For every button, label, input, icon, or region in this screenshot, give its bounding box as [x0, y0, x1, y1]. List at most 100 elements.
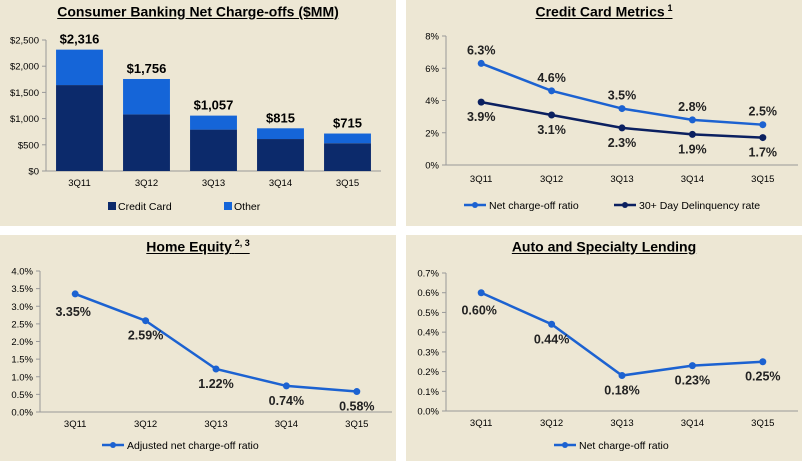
home-y-tick-label: 2.5%	[11, 319, 33, 330]
card-x-tick-label: 3Q11	[470, 174, 493, 185]
home-x-tick-label: 3Q11	[64, 419, 87, 430]
auto-data-point	[618, 372, 626, 380]
card-x-tick-label: 3Q12	[540, 174, 563, 185]
consumer-bar-credit-card	[56, 85, 103, 171]
home-y-tick-label: 1.5%	[11, 355, 33, 366]
home-x-tick-label: 3Q12	[134, 419, 157, 430]
auto-data-point	[759, 358, 767, 366]
consumer-y-tick-label: $0	[28, 167, 39, 178]
home-y-tick-label: 4.0%	[11, 267, 33, 278]
consumer-legend-swatch	[108, 202, 116, 210]
auto-data-point	[548, 320, 556, 328]
auto-data-label: 0.44%	[534, 332, 569, 346]
auto-y-tick-label: 0.2%	[417, 367, 439, 378]
card-y-tick-label: 2%	[425, 128, 439, 139]
home-chart-title: Home Equity 2, 3	[0, 238, 396, 255]
home-y-tick-label: 0.5%	[11, 390, 33, 401]
consumer-total-label: $2,316	[60, 32, 100, 47]
card-data-label: 2.5%	[749, 105, 778, 119]
consumer-total-label: $815	[266, 110, 295, 125]
auto-data-label: 0.23%	[675, 374, 710, 388]
home-data-label: 0.58%	[339, 400, 374, 414]
consumer-total-label: $1,756	[127, 61, 167, 76]
card-data-label: 1.9%	[678, 142, 707, 156]
home-data-point	[71, 290, 79, 298]
card-data-label: 2.3%	[608, 136, 637, 150]
card-chart-svg: 0% 2% 4% 6% 8% 3Q11 3Q12 3Q13 3Q14 3Q15 6.3% 4.6% 3.…	[425, 32, 798, 212]
auto-y-tick-label: 0.6%	[417, 288, 439, 299]
card-y-tick-label: 0%	[425, 161, 439, 172]
auto-chart-panel: Auto and Specialty Lending 0.0% 0.1% 0.2% 0…	[406, 235, 802, 461]
consumer-y-tick-label: $1,000	[10, 114, 39, 125]
home-data-point	[282, 382, 290, 390]
home-y-tick-label: 3.5%	[11, 284, 33, 295]
consumer-x-tick-label: 3Q15	[336, 178, 359, 189]
consumer-total-label: $715	[333, 116, 362, 131]
auto-y-tick-label: 0.1%	[417, 387, 439, 398]
auto-legend-label: Net charge-off ratio	[579, 440, 669, 452]
home-y-tick-label: 2.0%	[11, 337, 33, 348]
auto-x-tick-label: 3Q13	[610, 418, 633, 429]
card-x-tick-label: 3Q13	[610, 174, 633, 185]
consumer-x-tick-label: 3Q14	[269, 178, 292, 189]
consumer-bar-credit-card	[324, 143, 371, 171]
card-x-tick-label: 3Q14	[681, 174, 704, 185]
auto-data-label: 0.60%	[461, 304, 496, 318]
home-data-label: 3.35%	[55, 305, 90, 319]
consumer-total-label: $1,057	[194, 98, 234, 113]
consumer-x-tick-label: 3Q11	[68, 178, 91, 189]
card-data-point	[618, 105, 626, 113]
card-data-point	[618, 124, 626, 132]
home-data-label: 2.59%	[128, 329, 163, 343]
card-legend-label: 30+ Day Delinquency rate	[639, 200, 760, 212]
auto-chart-svg: 0.0% 0.1% 0.2% 0.3% 0.4% 0.5% 0.6% 0.7% 3Q11 3Q12…	[417, 269, 798, 452]
auto-data-point	[477, 289, 485, 297]
auto-y-tick-label: 0.7%	[417, 269, 439, 280]
card-x-tick-label: 3Q15	[751, 174, 774, 185]
consumer-legend-label: Credit Card	[118, 201, 172, 213]
consumer-bar-other	[56, 49, 103, 86]
home-x-tick-label: 3Q14	[275, 419, 298, 430]
card-data-label: 4.6%	[537, 71, 566, 85]
auto-y-tick-label: 0.4%	[417, 328, 439, 339]
card-y-tick-label: 4%	[425, 96, 439, 107]
auto-data-label: 0.25%	[745, 370, 780, 384]
home-y-tick-label: 3.0%	[11, 302, 33, 313]
consumer-chart-panel: Consumer Banking Net Charge-offs ($MM) $…	[0, 0, 396, 226]
auto-data-point	[688, 362, 696, 370]
card-legend-marker	[472, 202, 478, 208]
card-data-point	[548, 87, 556, 95]
consumer-y-tick-label: $1,500	[10, 88, 39, 99]
home-data-point	[212, 365, 220, 373]
auto-series-line-0	[480, 291, 763, 377]
card-legend-label: Net charge-off ratio	[489, 200, 579, 212]
consumer-x-tick-label: 3Q12	[135, 178, 158, 189]
card-data-point	[477, 98, 485, 106]
auto-title-text: Auto and Specialty Lending	[511, 238, 697, 255]
home-chart-svg: 0.0% 0.5% 1.0% 1.5% 2.0% 2.5% 3.0% 3.5% 4.0% 3Q11…	[11, 267, 392, 452]
card-data-point	[548, 111, 556, 119]
card-data-point	[759, 121, 767, 129]
auto-y-tick-label: 0.3%	[417, 347, 439, 358]
home-x-tick-label: 3Q15	[345, 419, 368, 430]
auto-x-tick-label: 3Q11	[470, 418, 493, 429]
consumer-y-tick-label: $500	[18, 140, 39, 151]
consumer-title-text: Consumer Banking Net Charge-offs ($MM)	[57, 3, 339, 20]
auto-legend-marker	[562, 442, 568, 448]
consumer-bar-credit-card	[257, 139, 304, 171]
consumer-chart-svg: $0 $500 $1,000 $1,500 $2,000 $2,500 3Q11 3Q12 3Q…	[10, 32, 381, 213]
consumer-legend-swatch	[224, 202, 232, 210]
card-data-point	[688, 116, 696, 124]
card-data-point	[477, 59, 485, 67]
home-x-tick-label: 3Q13	[204, 419, 227, 430]
home-data-point	[353, 388, 361, 396]
home-chart-panel: Home Equity 2, 3 0.0% 0.5% 1.0% 1.5% 2.0% 2.5…	[0, 235, 396, 461]
home-data-label: 1.22%	[198, 377, 233, 391]
consumer-bar-other	[190, 115, 237, 130]
card-data-label: 3.5%	[608, 89, 637, 103]
auto-x-tick-label: 3Q15	[751, 418, 774, 429]
auto-chart-title: Auto and Specialty Lending	[406, 238, 802, 255]
home-data-label: 0.74%	[269, 394, 304, 408]
consumer-y-tick-label: $2,000	[10, 62, 39, 73]
home-title-text: Home Equity	[146, 238, 232, 255]
